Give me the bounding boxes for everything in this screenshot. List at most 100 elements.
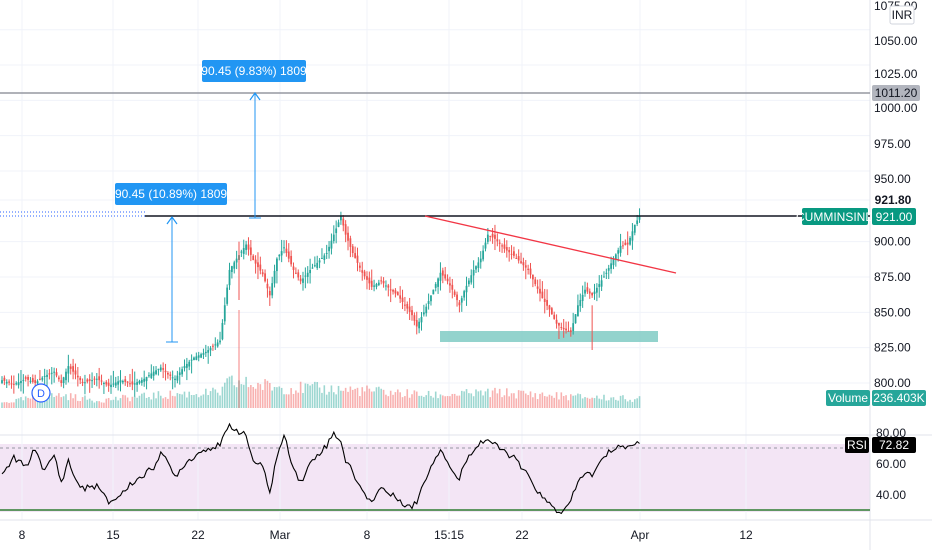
time-axis[interactable]: 8 15 22 Mar 8 15:15 22 Apr 12: [19, 528, 753, 542]
measure-tool-1[interactable]: 90.45 (10.89%) 1809: [115, 183, 227, 343]
candle-body: [53, 371, 56, 373]
volume-bar: [517, 390, 520, 408]
volume-bar: [114, 396, 117, 408]
candle-body: [216, 342, 219, 347]
candle-body: [36, 381, 39, 384]
candle-body: [76, 375, 79, 378]
time-tick-label: 22: [191, 528, 205, 542]
price-tick-label: 800.00: [874, 376, 911, 390]
candle-body: [197, 355, 200, 358]
candle-body: [103, 383, 105, 384]
volume-bar: [228, 376, 231, 408]
time-tick-label: Mar: [270, 528, 291, 542]
price-tick-label: 1050.00: [874, 34, 918, 48]
volume-bar: [392, 394, 394, 408]
volume-bar: [574, 395, 577, 408]
candle-body: [503, 244, 506, 249]
volume-bar: [98, 401, 100, 408]
volume-bar: [157, 391, 160, 408]
rsi-tag[interactable]: RSI 72.82: [845, 437, 916, 453]
candle-body: [617, 250, 620, 254]
volume-bar: [162, 398, 164, 408]
candle-body: [610, 263, 612, 269]
candle-body: [223, 305, 226, 322]
candle-body: [62, 377, 65, 384]
candle-body: [622, 245, 624, 247]
measure-tool-2[interactable]: 90.45 (9.83%) 1809: [201, 60, 307, 219]
candle-body: [207, 350, 210, 353]
volume-bar: [347, 391, 349, 408]
candle-body: [183, 366, 186, 369]
candle-body: [458, 302, 461, 306]
candle-body: [22, 379, 25, 381]
rsi-axis[interactable]: 40.00 60.00 80.00: [876, 426, 906, 502]
volume-bar: [548, 394, 551, 408]
support-zone[interactable]: [440, 331, 658, 342]
candle-body: [351, 246, 354, 253]
symbol-price-tag[interactable]: CUMMINSIND 921.00: [796, 208, 916, 225]
time-tick-label: 15: [106, 528, 120, 542]
volume-bar: [503, 395, 506, 408]
volume-bar: [309, 385, 311, 408]
volume-bar: [283, 394, 285, 408]
volume-bar: [610, 397, 612, 408]
volume-bar: [190, 395, 193, 408]
candle-body: [209, 348, 212, 351]
volume-bar: [159, 395, 162, 408]
candle-body: [93, 378, 96, 380]
volume-bar: [425, 395, 428, 408]
candle-body: [268, 290, 271, 296]
candle-body: [529, 268, 532, 275]
dividend-marker[interactable]: D: [31, 383, 51, 403]
candle-body: [456, 294, 458, 301]
candle-body: [188, 361, 191, 367]
volume-bar: [444, 396, 446, 408]
volume-bar: [579, 394, 582, 408]
volume-bar: [69, 393, 72, 408]
candle-body: [624, 242, 627, 245]
candle-body: [150, 373, 153, 378]
candle-body: [370, 280, 373, 287]
candle-body: [358, 265, 361, 268]
volume-bar: [131, 396, 134, 408]
volume-bar: [27, 397, 29, 408]
candle-body: [95, 378, 98, 380]
candle-body: [121, 381, 124, 383]
candle-body: [1, 380, 3, 383]
volume-bar: [342, 390, 345, 408]
candle-body: [159, 367, 162, 371]
volume-bar: [570, 394, 572, 408]
candle-body: [287, 251, 290, 259]
candle-body: [484, 242, 487, 249]
volume-bar: [432, 397, 435, 408]
volume-bar: [86, 399, 89, 408]
currency-button[interactable]: INR: [892, 8, 913, 22]
volume-bar: [164, 397, 167, 408]
candle-body: [273, 270, 276, 284]
volume-bar: [605, 400, 608, 408]
price-axis[interactable]: 800.00 825.00 850.00 875.00 900.00 950.00 975.…: [874, 0, 918, 390]
volume-bar: [205, 388, 207, 408]
volume-bar: [50, 393, 53, 408]
volume-bar: [264, 379, 266, 408]
volume-bar: [626, 401, 629, 408]
descending-trendline[interactable]: [424, 215, 677, 274]
volume-bar: [143, 392, 145, 408]
candle-body: [240, 251, 243, 253]
candle-body: [340, 216, 342, 221]
candle-body: [406, 304, 409, 309]
candle-body: [451, 284, 454, 290]
rsi-line: [1, 422, 640, 515]
candle-body: [302, 278, 304, 283]
candle-body: [539, 288, 541, 294]
volume-bar: [60, 397, 63, 408]
volume-bar: [141, 393, 143, 408]
candle-body: [226, 287, 229, 304]
rsi-tick-label: 40.00: [876, 488, 906, 502]
volume-tag[interactable]: Volume 236.403K: [826, 390, 926, 406]
volume-bar: [48, 396, 51, 408]
candle-body: [465, 285, 468, 293]
volume-bar: [273, 386, 276, 408]
volume-bar: [633, 399, 636, 408]
